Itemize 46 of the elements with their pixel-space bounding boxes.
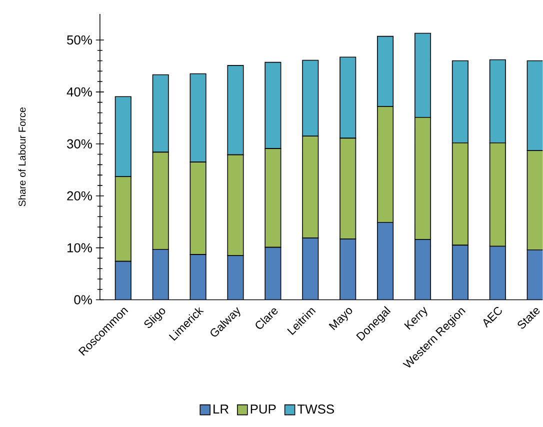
bar [227,154,244,256]
bar [526,150,543,250]
bar [414,117,432,240]
bar [264,62,282,150]
y-tick-label: 20% [67,191,92,201]
bar [265,247,281,300]
bar [302,60,319,137]
bar [190,74,206,163]
legend-label: PUP [250,404,276,414]
bar [414,32,432,118]
y-tick-label: 50% [67,36,92,45]
bar [228,256,244,300]
bar [152,250,168,300]
y-tick-label: 40% [66,88,92,97]
bar [452,60,468,144]
bar [264,148,282,248]
legend-label: TWSS [297,404,334,414]
bar [190,162,206,256]
bar [302,136,319,238]
y-tick-label: 30% [67,139,92,149]
bar [340,56,356,139]
bar [302,238,318,300]
bar [152,74,169,153]
y-axis-title: Share of Labour Force [18,108,26,206]
y-tick-label: 0% [74,295,92,305]
bar [114,96,132,178]
bar [340,239,356,300]
legend-label: LR [214,404,228,414]
bar [452,245,468,300]
y-tick-label: 10% [68,243,92,253]
bar [340,138,356,240]
bar [377,222,394,300]
bar [490,246,506,300]
bar [190,254,206,300]
bar [114,176,132,262]
bar [414,240,431,300]
bar [489,142,506,247]
bar [115,261,132,300]
bar [152,152,169,250]
bar [377,36,394,108]
bar [377,106,394,223]
bar [489,59,506,144]
bar [526,250,543,300]
bar [526,60,543,152]
bar [452,142,468,246]
bar [227,65,244,156]
